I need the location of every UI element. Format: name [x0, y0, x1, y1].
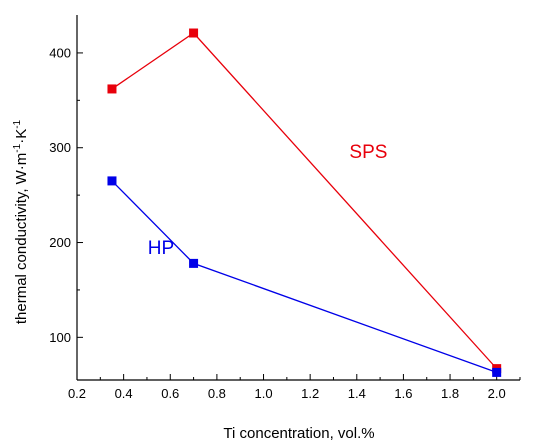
y-tick-label: 200 — [49, 235, 71, 250]
y-tick-label: 300 — [49, 140, 71, 155]
y-axis-title-main: thermal conductivity, W·m — [13, 153, 30, 324]
data-point-hp — [107, 176, 117, 186]
data-point-sps — [189, 28, 199, 38]
x-tick-label: 1.0 — [254, 386, 272, 401]
x-tick-label: 1.2 — [301, 386, 319, 401]
series-label-hp: HP — [148, 238, 174, 259]
x-axis-title: Ti concentration, vol.% — [223, 425, 374, 442]
ticks: 0.2 0.4 0.6 0.8 1.0 1.2 1.4 1.6 1.8 2.0 100 200 300 4… — [49, 45, 521, 401]
y-axis-title-exp2: -1 — [12, 119, 23, 128]
x-tick-label: 0.4 — [115, 386, 133, 401]
x-tick-label: 1.4 — [348, 386, 366, 401]
x-tick-label: 1.8 — [441, 386, 459, 401]
x-tick-label: 0.8 — [208, 386, 226, 401]
data-point-hp — [492, 367, 502, 377]
series-layer: SPS HP — [107, 28, 502, 377]
series-line-sps — [111, 32, 498, 370]
y-axis-title-exp1: -1 — [12, 143, 23, 152]
x-tick-label: 0.6 — [161, 386, 179, 401]
x-tick-label: 0.2 — [68, 386, 86, 401]
series-hp: HP — [107, 176, 502, 377]
x-tick-label: 2.0 — [488, 386, 506, 401]
y-tick-label: 100 — [49, 330, 71, 345]
y-tick-label: 400 — [49, 45, 71, 60]
series-sps: SPS — [107, 28, 502, 374]
axes — [76, 15, 520, 381]
data-point-hp — [189, 258, 199, 268]
series-label-sps: SPS — [349, 142, 387, 163]
series-line-hp — [111, 180, 497, 374]
data-point-sps — [107, 84, 117, 94]
x-tick-label: 1.6 — [394, 386, 412, 401]
y-axis-title-mid: ·K — [13, 129, 30, 144]
y-axis-title: thermal conductivity, W·m-1·K-1 — [12, 119, 30, 324]
